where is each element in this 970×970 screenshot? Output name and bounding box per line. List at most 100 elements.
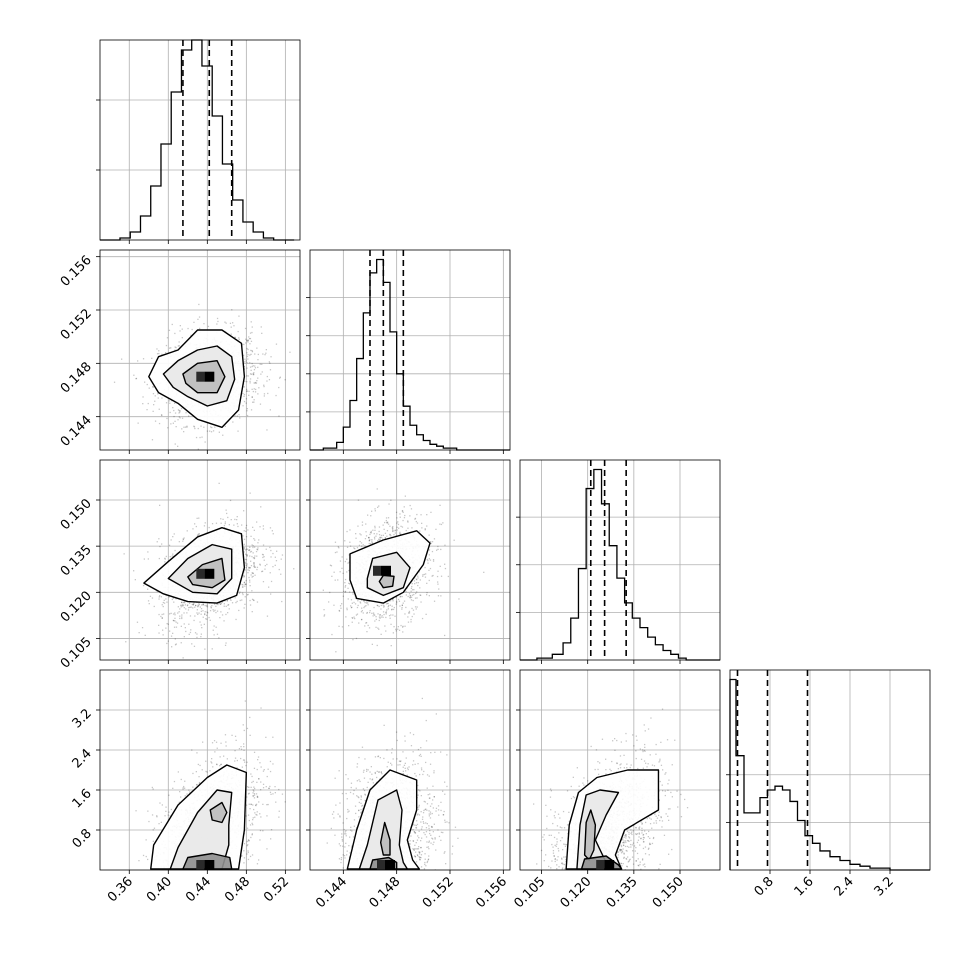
sample-point: [264, 568, 266, 570]
sample-point: [339, 605, 342, 607]
sample-point: [254, 787, 256, 790]
sample-point: [225, 741, 227, 743]
sample-point: [193, 645, 196, 647]
sample-point: [401, 604, 403, 606]
sample-point: [364, 605, 366, 608]
sample-point: [433, 600, 436, 602]
sample-point: [375, 535, 377, 537]
sample-point: [380, 604, 382, 607]
sample-point: [251, 396, 253, 398]
sample-point: [202, 610, 204, 612]
sample-point: [154, 395, 156, 397]
sample-point: [198, 782, 201, 785]
sample-point: [209, 610, 212, 612]
sample-point: [206, 606, 209, 608]
sample-point: [252, 819, 254, 821]
sample-point: [202, 616, 204, 618]
sample-point: [284, 379, 286, 381]
sample-point: [243, 395, 245, 397]
sample-point: [175, 643, 177, 645]
sample-point: [251, 555, 253, 558]
sample-point: [257, 756, 260, 758]
sample-point: [415, 582, 418, 584]
sample-point: [198, 303, 200, 306]
sample-point: [408, 610, 411, 613]
sample-point: [251, 350, 253, 352]
sample-point: [395, 600, 398, 603]
sample-point: [215, 626, 217, 628]
sample-point: [369, 533, 371, 536]
sample-point: [251, 388, 253, 390]
sample-point: [378, 526, 381, 528]
sample-point: [387, 602, 389, 605]
sample-point: [152, 840, 154, 842]
sample-point: [236, 600, 238, 603]
sample-point: [259, 829, 262, 832]
sample-point: [255, 381, 257, 384]
sample-point: [203, 426, 205, 428]
sample-point: [252, 552, 254, 554]
sample-point: [242, 574, 245, 577]
sample-point: [195, 436, 198, 439]
sample-point: [263, 559, 265, 561]
sample-point: [420, 514, 422, 516]
sample-point: [249, 366, 252, 368]
sample-point: [246, 355, 249, 358]
sample-point: [248, 394, 250, 396]
sample-point: [437, 583, 439, 585]
sample-point: [160, 414, 163, 416]
sample-point: [382, 604, 384, 606]
sample-point: [204, 613, 206, 616]
sample-point: [169, 556, 171, 558]
sample-point: [399, 516, 401, 518]
sample-point: [247, 569, 249, 571]
sample-point: [280, 573, 282, 575]
sample-point: [415, 520, 417, 523]
contour-line: [378, 574, 395, 589]
sample-point: [284, 801, 286, 803]
sample-point: [376, 644, 378, 647]
sample-point: [374, 525, 376, 527]
sample-point: [156, 590, 158, 592]
sample-point: [383, 613, 385, 616]
sample-point: [433, 538, 436, 540]
sample-point: [238, 609, 240, 612]
sample-point: [251, 833, 253, 835]
sample-point: [253, 538, 255, 540]
sample-point: [246, 548, 249, 550]
sample-point: [199, 436, 201, 439]
sample-point: [174, 638, 176, 640]
sample-point: [390, 645, 392, 647]
sample-point: [329, 591, 331, 594]
sample-point: [398, 600, 401, 602]
sample-point: [437, 548, 439, 550]
sample-point: [159, 802, 161, 804]
sample-point: [401, 510, 403, 512]
sample-point: [233, 325, 235, 327]
sample-point: [195, 525, 197, 528]
sample-point: [138, 860, 140, 862]
sample-point: [361, 599, 363, 601]
sample-point: [236, 516, 238, 518]
sample-point: [216, 323, 218, 325]
sample-point: [243, 581, 246, 583]
sample-point: [198, 604, 200, 606]
sample-point: [409, 596, 411, 599]
sample-point: [256, 548, 258, 550]
sample-point: [371, 542, 373, 544]
sample-point: [246, 555, 248, 557]
sample-point: [393, 606, 395, 609]
sample-point: [390, 535, 392, 537]
sample-point: [428, 595, 430, 597]
sample-point: [158, 632, 160, 634]
sample-point: [174, 412, 177, 414]
sample-point: [213, 610, 215, 612]
sample-point: [179, 615, 181, 617]
sample-point: [386, 522, 388, 524]
sample-point: [254, 574, 256, 576]
sample-point: [348, 625, 350, 627]
sample-point: [251, 365, 253, 368]
sample-point: [243, 743, 245, 745]
sample-point: [272, 552, 274, 555]
sample-point: [161, 604, 163, 606]
